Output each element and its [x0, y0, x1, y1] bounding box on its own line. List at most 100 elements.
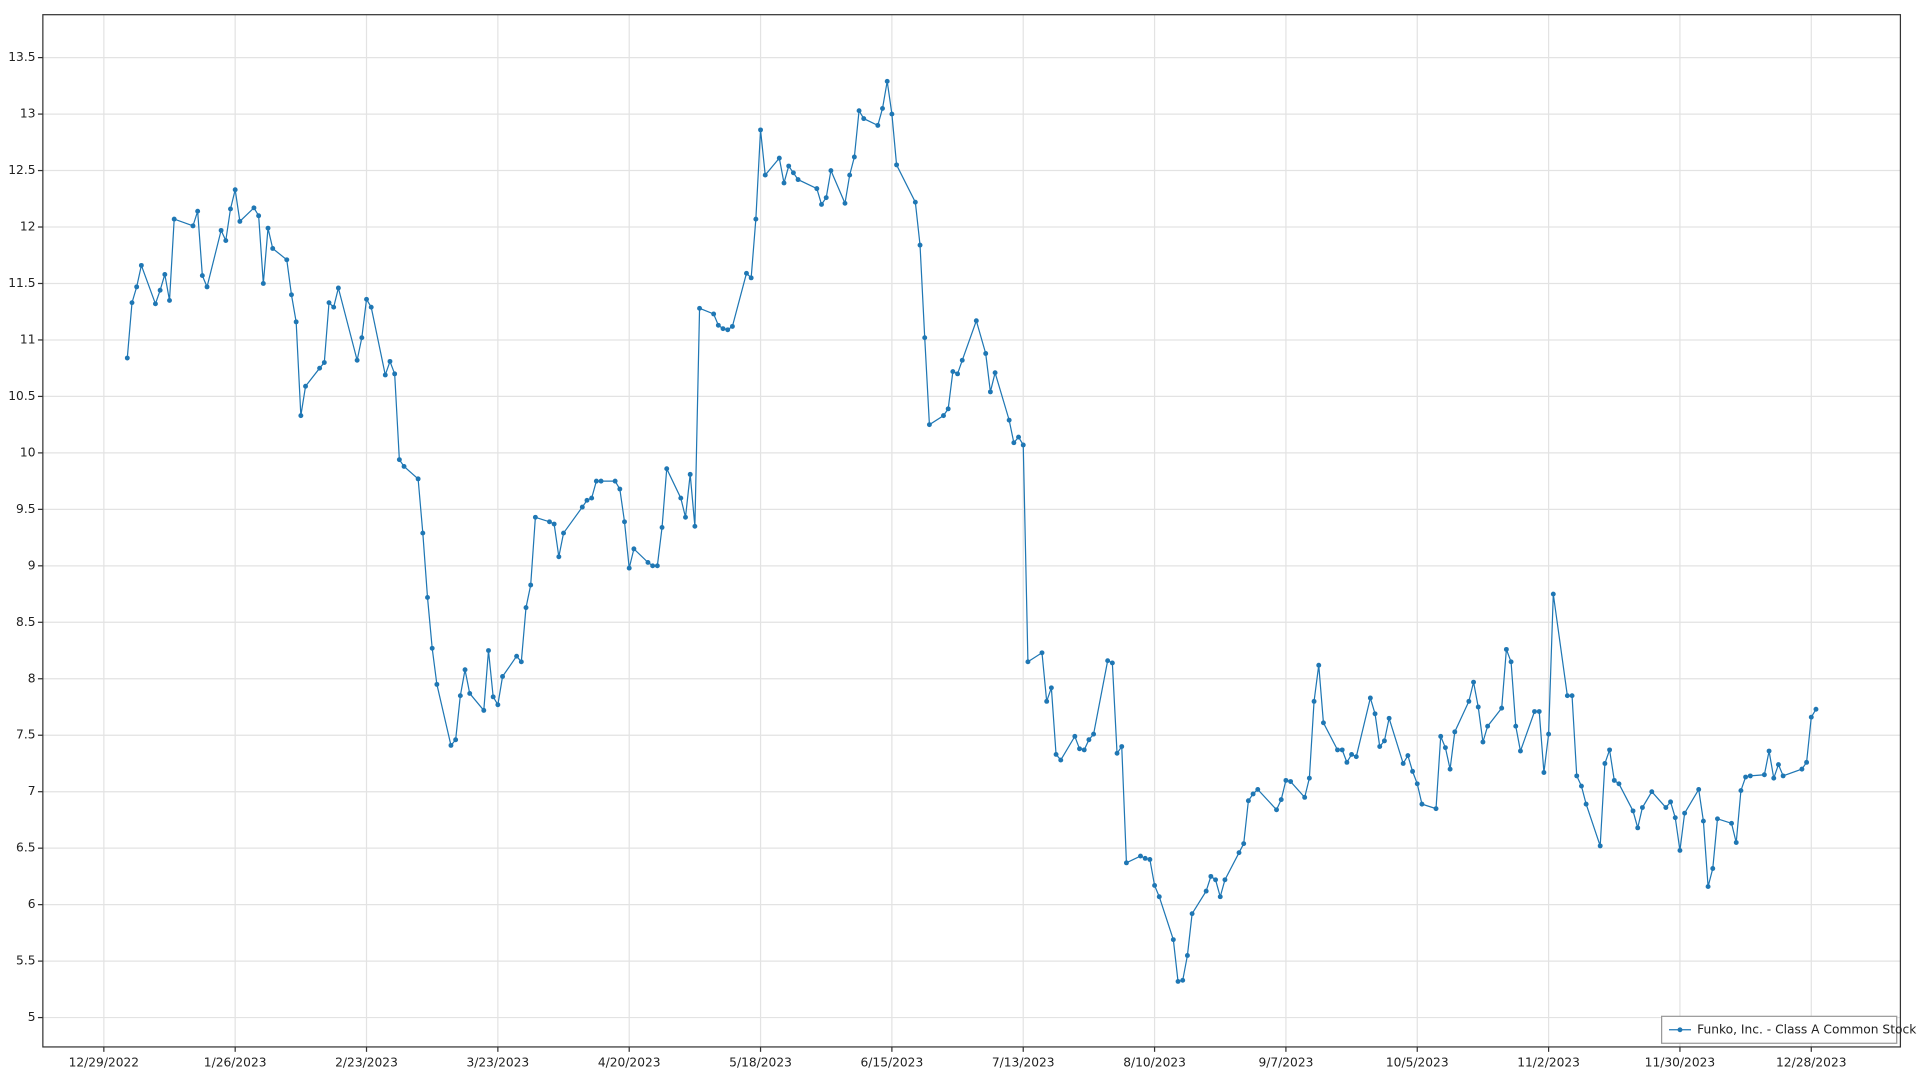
- x-tick-label: 10/5/2023: [1386, 1055, 1449, 1069]
- data-point: [880, 105, 885, 111]
- legend: Funko, Inc. - Class A Common Stock: [1661, 1015, 1917, 1044]
- data-point: [162, 272, 168, 277]
- data-point: [1471, 679, 1476, 685]
- data-point: [1105, 658, 1111, 664]
- data-point: [1320, 720, 1326, 726]
- data-point: [1715, 816, 1720, 822]
- data-point: [298, 413, 304, 419]
- data-point: [429, 645, 435, 651]
- data-point: [1813, 706, 1819, 712]
- data-point: [134, 284, 140, 290]
- data-point: [223, 238, 229, 244]
- data-point: [819, 201, 824, 207]
- data-point: [1546, 731, 1552, 737]
- data-point: [289, 292, 294, 298]
- data-point: [781, 180, 787, 186]
- data-point: [396, 457, 402, 463]
- y-tick-label: 11: [20, 332, 36, 346]
- y-tick-label: 12.5: [8, 163, 35, 177]
- data-point: [190, 223, 196, 229]
- x-tick-label: 2/23/2023: [335, 1055, 398, 1069]
- data-point: [645, 559, 651, 565]
- data-point: [786, 163, 792, 169]
- data-point: [687, 471, 693, 477]
- data-point: [1400, 761, 1406, 766]
- data-point: [1208, 873, 1214, 879]
- data-point: [321, 360, 327, 365]
- x-tick-label: 12/29/2022: [69, 1055, 140, 1069]
- data-point: [1775, 762, 1781, 768]
- data-point: [425, 595, 430, 600]
- data-point: [1377, 744, 1383, 749]
- data-point: [420, 530, 426, 536]
- data-point: [861, 116, 867, 122]
- data-point: [1058, 757, 1064, 763]
- x-tick-label: 11/2/2023: [1517, 1055, 1580, 1069]
- data-point: [265, 225, 271, 231]
- data-point: [795, 177, 801, 183]
- data-point: [1114, 750, 1120, 756]
- data-point: [1349, 751, 1355, 757]
- data-point: [1602, 761, 1608, 766]
- data-point: [518, 659, 524, 665]
- data-point: [959, 357, 965, 363]
- data-point: [1236, 850, 1242, 856]
- data-point: [1283, 777, 1289, 783]
- data-point: [532, 514, 538, 520]
- data-point: [851, 154, 857, 160]
- data-point: [1433, 806, 1439, 812]
- data-point: [1541, 770, 1547, 775]
- data-point: [1288, 779, 1294, 784]
- data-point: [270, 246, 276, 251]
- data-point: [884, 78, 890, 84]
- data-point: [828, 168, 834, 173]
- data-point: [1039, 650, 1045, 656]
- data-point: [622, 519, 627, 525]
- data-point: [1532, 709, 1537, 714]
- data-point: [612, 478, 618, 484]
- data-point: [1761, 772, 1767, 778]
- data-point: [1170, 937, 1176, 943]
- data-point: [983, 351, 989, 356]
- data-point: [1414, 781, 1420, 787]
- data-point: [204, 284, 210, 290]
- data-point: [748, 275, 754, 281]
- x-tick-label: 4/20/2023: [598, 1055, 661, 1069]
- data-point: [1672, 815, 1678, 821]
- data-point: [1808, 714, 1814, 720]
- data-point: [1353, 754, 1359, 760]
- data-point: [457, 693, 463, 699]
- data-point: [945, 406, 951, 412]
- data-point: [1635, 825, 1641, 831]
- data-point: [326, 300, 332, 306]
- data-point: [1119, 744, 1125, 749]
- data-point: [823, 195, 829, 201]
- data-point: [1255, 786, 1261, 792]
- data-point: [1438, 733, 1444, 739]
- x-tick-label: 3/23/2023: [466, 1055, 529, 1069]
- data-point: [631, 546, 637, 552]
- data-point: [617, 486, 623, 492]
- x-tick-label: 5/18/2023: [729, 1055, 792, 1069]
- data-point: [814, 186, 820, 192]
- data-point: [1025, 659, 1031, 665]
- data-point: [232, 187, 238, 193]
- data-point: [199, 273, 205, 279]
- data-point: [1677, 847, 1683, 853]
- data-point: [1011, 440, 1017, 446]
- data-point: [729, 323, 735, 329]
- data-point: [129, 300, 135, 306]
- data-point: [753, 216, 759, 222]
- data-point: [167, 297, 172, 303]
- data-point: [382, 372, 388, 378]
- data-point: [626, 565, 632, 571]
- data-point: [1344, 759, 1350, 765]
- data-point: [335, 285, 341, 291]
- data-point: [1696, 786, 1702, 792]
- legend-box: [1661, 1015, 1898, 1044]
- data-point: [359, 335, 365, 341]
- data-point: [1564, 693, 1570, 699]
- data-point: [1799, 766, 1805, 772]
- y-tick-label: 9.5: [16, 502, 35, 516]
